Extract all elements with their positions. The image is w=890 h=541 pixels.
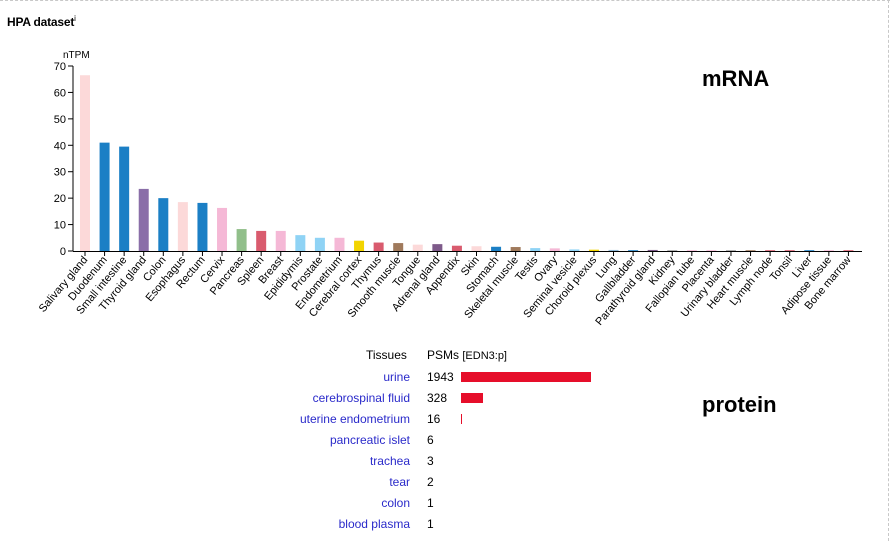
bar — [569, 249, 580, 251]
bar — [510, 247, 521, 251]
frame-border-right — [887, 0, 889, 541]
tissue-link[interactable]: uterine endometrium — [299, 412, 410, 426]
bar — [158, 198, 169, 251]
bar — [823, 250, 834, 251]
bar — [373, 242, 384, 251]
bar — [393, 243, 404, 251]
protein-label: protein — [702, 392, 777, 417]
mrna-label: mRNA — [702, 66, 770, 91]
bar — [295, 235, 306, 251]
psm-count: 1 — [427, 517, 434, 531]
bar — [99, 142, 110, 251]
psms-header-label: PSMs — [427, 348, 460, 362]
dataset-title: HPA dataseti — [7, 14, 76, 29]
psm-count: 2 — [427, 475, 434, 489]
tissue-link[interactable]: urine — [383, 370, 410, 384]
bar — [765, 250, 776, 251]
bar — [647, 249, 658, 251]
column-header-tissues: Tissues — [366, 348, 407, 362]
info-icon[interactable]: i — [74, 14, 76, 23]
bar — [804, 250, 815, 251]
bar — [119, 146, 130, 251]
column-header-psms: PSMs [EDN3:p] — [427, 348, 507, 362]
y-tick-label: 50 — [54, 114, 66, 126]
psm-bar — [461, 372, 591, 382]
dataset-title-text: HPA dataset — [7, 15, 75, 29]
bar — [275, 230, 286, 251]
bar — [588, 249, 599, 251]
psms-header-protein-id: [EDN3:p] — [462, 350, 507, 362]
bar — [177, 202, 188, 251]
tissue-link[interactable]: blood plasma — [338, 517, 410, 531]
y-tick-label: 70 — [54, 61, 66, 73]
psm-bar — [461, 414, 463, 424]
bar — [197, 202, 208, 251]
psm-count: 1943 — [427, 370, 454, 384]
bar — [314, 237, 325, 251]
tissue-link[interactable]: trachea — [369, 454, 410, 468]
psm-bar — [461, 393, 483, 403]
y-tick-label: 0 — [60, 246, 66, 258]
bar — [706, 250, 717, 251]
bar — [686, 250, 697, 251]
y-tick-label: 60 — [54, 87, 66, 99]
psm-count: 16 — [427, 412, 441, 426]
bar — [412, 244, 423, 251]
tissue-link[interactable]: colon — [381, 496, 410, 510]
bar — [217, 207, 228, 251]
frame-border-top — [0, 0, 890, 2]
bar — [432, 244, 443, 251]
y-tick-label: 20 — [54, 193, 66, 205]
psm-count: 3 — [427, 454, 434, 468]
bar — [628, 250, 639, 251]
bar — [451, 245, 462, 251]
bar — [334, 237, 345, 251]
bar — [549, 248, 560, 251]
psm-count: 328 — [427, 391, 448, 405]
bar — [491, 246, 502, 251]
y-tick-label: 40 — [54, 140, 66, 152]
y-tick-label: 10 — [54, 220, 66, 232]
tissue-link[interactable]: cerebrospinal fluid — [312, 391, 410, 405]
y-axis-label: nTPM — [63, 50, 90, 61]
bar — [843, 250, 854, 251]
bar — [471, 246, 482, 251]
bar — [80, 75, 90, 251]
bar — [354, 240, 365, 251]
bar — [725, 250, 736, 251]
bar — [530, 248, 541, 251]
bar — [138, 188, 149, 251]
tissue-link[interactable]: tear — [389, 475, 410, 489]
psm-count: 1 — [427, 496, 434, 510]
bar — [745, 250, 756, 251]
bar — [236, 229, 247, 251]
bar — [667, 250, 678, 251]
y-tick-label: 30 — [54, 167, 66, 179]
psm-count: 6 — [427, 433, 434, 447]
x-tick-label: Tonsil — [768, 254, 795, 283]
bar — [256, 230, 267, 251]
bar — [784, 250, 795, 251]
tissue-link[interactable]: pancreatic islet — [329, 433, 410, 447]
bar — [608, 249, 619, 251]
